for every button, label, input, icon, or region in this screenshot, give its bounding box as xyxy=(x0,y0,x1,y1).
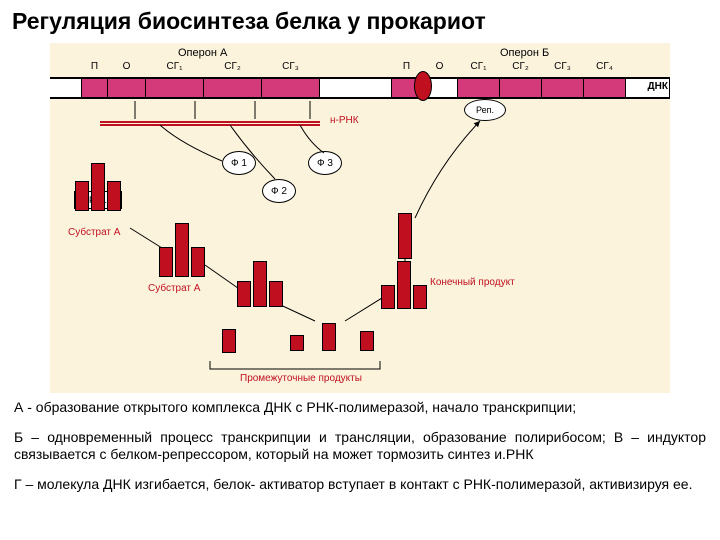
substrate-a-label-2: Субстрат А xyxy=(148,283,200,294)
final-product-label: Конечный продукт xyxy=(430,277,515,288)
gene-label: СГ₂ xyxy=(512,61,529,72)
inter-bar-2 xyxy=(290,335,304,351)
caption-a: А - образование открытого комплекса ДНК … xyxy=(0,393,720,423)
caption-b: Б – одновременный процесс транскрипции и… xyxy=(0,423,720,470)
gene-label: О xyxy=(123,61,131,72)
intermediate-products-label: Промежуточные продукты xyxy=(240,373,362,384)
gene-label: СГ₃ xyxy=(554,61,571,72)
gene-segment: О xyxy=(108,79,146,97)
tower-2 xyxy=(158,223,206,277)
gene-segment: СГ₂ xyxy=(204,79,262,97)
gene-segment xyxy=(320,79,392,97)
slide-title: Регуляция биосинтеза белка у прокариот xyxy=(0,0,720,43)
gene-label: СГ₂ xyxy=(224,61,241,72)
diagram: Оперон А Оперон Б ПОСГ₁СГ₂СГ₃ПОСГ₁СГ₂СГ₃… xyxy=(50,43,670,393)
gene-label: СГ₁ xyxy=(166,61,182,72)
tower-3 xyxy=(236,261,284,307)
gene-label: О xyxy=(436,61,444,72)
gene-label: СГ₁ xyxy=(470,61,486,72)
tower-1 xyxy=(74,163,122,211)
gene-label: П xyxy=(91,61,98,72)
gene-segment xyxy=(50,79,82,97)
gene-segment: СГ₁ xyxy=(146,79,204,97)
gene-segment: СГ₃ xyxy=(262,79,320,97)
dna-strand: ПОСГ₁СГ₂СГ₃ПОСГ₁СГ₂СГ₃СГ₄ xyxy=(50,77,670,99)
final-product-bar xyxy=(398,213,412,259)
caption-c: Г – молекула ДНК изгибается, белок- акти… xyxy=(0,470,720,500)
gene-segment: СГ₁ xyxy=(458,79,500,97)
repressor-oval xyxy=(414,71,432,101)
gene-segment: СГ₃ xyxy=(542,79,584,97)
gene-label: П xyxy=(403,61,410,72)
inter-bar-4 xyxy=(360,331,374,351)
gene-segment: П xyxy=(82,79,108,97)
phi3-oval: Ф 3 xyxy=(308,151,342,175)
inter-bar-3 xyxy=(322,323,336,351)
substrate-a-label-1: Субстрат А xyxy=(68,227,120,238)
nrna-line xyxy=(100,121,320,126)
gene-segment: СГ₂ xyxy=(500,79,542,97)
hrna-label: н-РНК xyxy=(330,115,359,126)
gene-label: СГ₄ xyxy=(596,61,613,72)
rep-label-oval: Реп. xyxy=(464,99,506,121)
inter-bar-1 xyxy=(222,329,236,353)
phi2-oval: Ф 2 xyxy=(262,179,296,203)
dna-label: ДНК xyxy=(648,81,668,92)
phi1-oval: Ф 1 xyxy=(222,151,256,175)
gene-segment: СГ₄ xyxy=(584,79,626,97)
operon-b-label: Оперон Б xyxy=(500,47,549,59)
gene-label: СГ₃ xyxy=(282,61,299,72)
tower-4 xyxy=(380,261,428,309)
operon-a-label: Оперон А xyxy=(178,47,227,59)
